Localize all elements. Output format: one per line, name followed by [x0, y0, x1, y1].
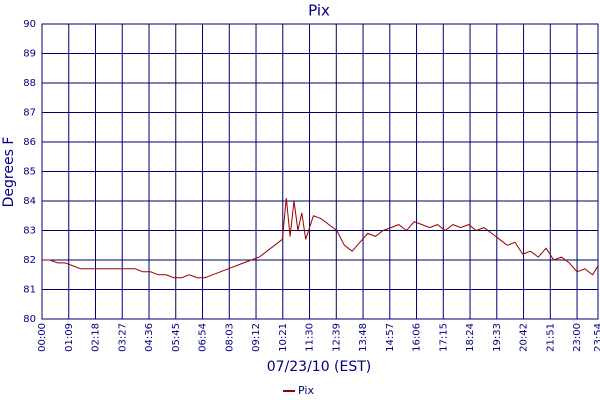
x-tick-label: 05:45	[171, 323, 182, 352]
x-tick-label: 01:09	[64, 323, 75, 352]
legend: Pix	[283, 384, 314, 397]
y-tick-label: 82	[23, 255, 36, 266]
y-tick-label: 89	[23, 49, 36, 60]
y-tick-label: 90	[23, 19, 36, 30]
y-tick-label: 84	[23, 196, 36, 207]
chart-title: Pix	[308, 2, 330, 20]
plot-frame	[41, 23, 599, 320]
x-tick-label: 18:24	[465, 323, 476, 352]
x-tick-label: 19:33	[492, 323, 503, 352]
y-tick-label: 88	[23, 78, 36, 89]
x-tick-label: 10:21	[278, 323, 289, 352]
x-tick-label: 23:00	[572, 323, 583, 352]
x-tick-label: 08:03	[224, 323, 235, 352]
y-axis-label: Degrees F	[1, 137, 17, 208]
x-tick-label: 04:36	[144, 323, 155, 352]
x-tick-label: 13:48	[358, 323, 369, 352]
x-tick-label: 06:54	[198, 323, 209, 352]
x-tick-label: 00:00	[37, 323, 48, 352]
y-tick-label: 85	[23, 167, 36, 178]
x-tick-label: 20:42	[519, 323, 530, 352]
x-tick-label: 16:06	[412, 323, 423, 352]
x-tick-label: 02:18	[91, 323, 102, 352]
x-tick-label: 23:54	[593, 323, 600, 352]
x-tick-label: 11:30	[305, 323, 316, 352]
x-axis-label: 07/23/10 (EST)	[267, 359, 372, 375]
y-tick-label: 83	[23, 226, 36, 237]
x-tick-label: 14:57	[385, 323, 396, 352]
x-tick-label: 03:27	[117, 323, 128, 352]
x-tick-label: 12:39	[331, 323, 342, 352]
x-tick-label: 09:12	[251, 323, 262, 352]
legend-label: Pix	[298, 384, 314, 397]
data-line	[42, 198, 599, 279]
x-tick-label: 17:15	[438, 323, 449, 352]
y-tick-label: 87	[23, 108, 36, 119]
y-tick-label: 80	[23, 314, 36, 325]
y-tick-label: 81	[23, 285, 36, 296]
x-tick-label: 21:51	[545, 323, 556, 352]
y-tick-label: 86	[23, 137, 36, 148]
